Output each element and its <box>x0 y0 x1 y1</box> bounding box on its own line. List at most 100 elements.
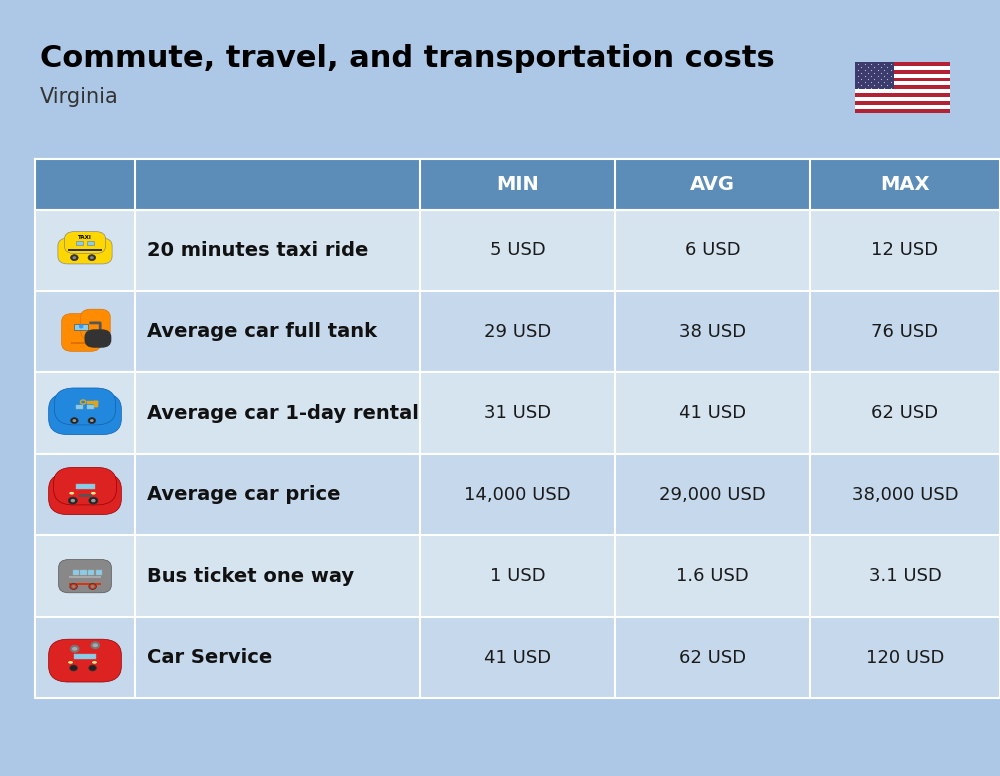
Text: 120 USD: 120 USD <box>866 649 944 667</box>
FancyBboxPatch shape <box>855 62 950 66</box>
FancyBboxPatch shape <box>855 70 950 74</box>
Text: Bus ticket one way: Bus ticket one way <box>147 566 354 586</box>
FancyBboxPatch shape <box>79 494 91 497</box>
FancyBboxPatch shape <box>68 249 102 251</box>
Text: Virginia: Virginia <box>40 87 119 107</box>
Text: 38,000 USD: 38,000 USD <box>852 486 958 504</box>
FancyBboxPatch shape <box>87 241 94 245</box>
Circle shape <box>71 255 78 261</box>
Ellipse shape <box>68 661 73 663</box>
FancyBboxPatch shape <box>49 639 121 682</box>
Circle shape <box>72 419 76 422</box>
Circle shape <box>89 497 98 504</box>
FancyBboxPatch shape <box>855 109 950 113</box>
Circle shape <box>71 646 79 652</box>
Text: TAXI: TAXI <box>78 235 92 241</box>
Circle shape <box>90 419 94 422</box>
FancyBboxPatch shape <box>135 159 420 210</box>
FancyBboxPatch shape <box>35 372 1000 454</box>
FancyBboxPatch shape <box>855 66 950 70</box>
Text: Average car price: Average car price <box>147 485 340 504</box>
Circle shape <box>88 417 96 424</box>
FancyBboxPatch shape <box>35 617 1000 698</box>
Circle shape <box>68 497 77 504</box>
Circle shape <box>71 417 78 424</box>
Circle shape <box>70 665 77 671</box>
Text: 20 minutes taxi ride: 20 minutes taxi ride <box>147 241 368 260</box>
FancyBboxPatch shape <box>59 559 111 593</box>
FancyBboxPatch shape <box>810 159 1000 210</box>
FancyBboxPatch shape <box>81 309 110 340</box>
Circle shape <box>71 499 75 502</box>
FancyBboxPatch shape <box>54 467 116 505</box>
Text: 3.1 USD: 3.1 USD <box>869 567 941 585</box>
Text: 12 USD: 12 USD <box>871 241 939 259</box>
FancyBboxPatch shape <box>855 101 950 105</box>
FancyBboxPatch shape <box>855 81 950 85</box>
FancyBboxPatch shape <box>80 570 87 575</box>
FancyBboxPatch shape <box>74 653 96 660</box>
FancyBboxPatch shape <box>76 405 83 409</box>
Text: Average car 1-day rental: Average car 1-day rental <box>147 404 419 423</box>
Text: 29 USD: 29 USD <box>484 323 551 341</box>
FancyBboxPatch shape <box>855 62 894 89</box>
FancyBboxPatch shape <box>79 237 91 239</box>
Text: Average car full tank: Average car full tank <box>147 322 377 341</box>
FancyBboxPatch shape <box>35 210 1000 291</box>
Text: 1.6 USD: 1.6 USD <box>676 567 749 585</box>
Circle shape <box>72 585 76 588</box>
Circle shape <box>89 584 96 590</box>
FancyBboxPatch shape <box>35 454 1000 535</box>
FancyBboxPatch shape <box>69 576 101 577</box>
FancyBboxPatch shape <box>855 62 950 113</box>
FancyBboxPatch shape <box>855 85 950 89</box>
Ellipse shape <box>91 492 96 494</box>
FancyBboxPatch shape <box>64 231 106 254</box>
Circle shape <box>90 256 94 259</box>
FancyBboxPatch shape <box>855 74 950 78</box>
FancyBboxPatch shape <box>58 238 112 264</box>
FancyBboxPatch shape <box>76 484 95 489</box>
Text: AVG: AVG <box>690 175 735 194</box>
Circle shape <box>72 256 76 259</box>
FancyBboxPatch shape <box>615 159 810 210</box>
Ellipse shape <box>79 324 83 328</box>
FancyBboxPatch shape <box>49 393 121 435</box>
FancyBboxPatch shape <box>73 570 79 575</box>
FancyBboxPatch shape <box>49 473 121 514</box>
Circle shape <box>91 585 95 588</box>
FancyBboxPatch shape <box>855 93 950 97</box>
FancyBboxPatch shape <box>35 159 135 210</box>
Circle shape <box>88 255 96 261</box>
FancyBboxPatch shape <box>84 329 111 348</box>
FancyBboxPatch shape <box>855 89 950 93</box>
FancyBboxPatch shape <box>855 105 950 109</box>
FancyBboxPatch shape <box>855 97 950 101</box>
Text: 6 USD: 6 USD <box>685 241 740 259</box>
Text: 41 USD: 41 USD <box>679 404 746 422</box>
Text: MIN: MIN <box>496 175 539 194</box>
FancyBboxPatch shape <box>420 159 615 210</box>
Text: 62 USD: 62 USD <box>871 404 939 422</box>
FancyBboxPatch shape <box>88 570 94 575</box>
Circle shape <box>78 398 88 406</box>
FancyBboxPatch shape <box>62 314 101 352</box>
FancyBboxPatch shape <box>855 78 950 81</box>
FancyBboxPatch shape <box>87 405 94 409</box>
Text: 76 USD: 76 USD <box>871 323 939 341</box>
Text: MAX: MAX <box>880 175 930 194</box>
Text: 62 USD: 62 USD <box>679 649 746 667</box>
Text: 29,000 USD: 29,000 USD <box>659 486 766 504</box>
Text: 1 USD: 1 USD <box>490 567 545 585</box>
Circle shape <box>91 643 99 648</box>
Text: 41 USD: 41 USD <box>484 649 551 667</box>
Text: 14,000 USD: 14,000 USD <box>464 486 571 504</box>
FancyBboxPatch shape <box>71 342 91 344</box>
Text: Car Service: Car Service <box>147 648 272 667</box>
Ellipse shape <box>69 492 74 494</box>
FancyBboxPatch shape <box>35 291 1000 372</box>
Circle shape <box>91 499 96 502</box>
FancyBboxPatch shape <box>74 324 88 331</box>
Text: 5 USD: 5 USD <box>490 241 545 259</box>
Text: 38 USD: 38 USD <box>679 323 746 341</box>
